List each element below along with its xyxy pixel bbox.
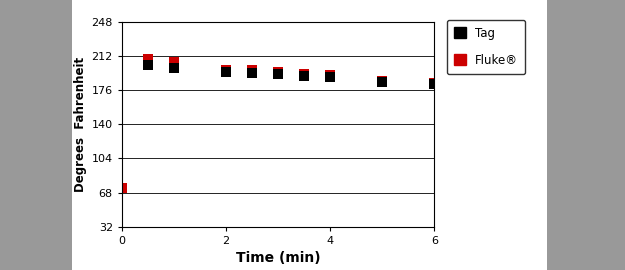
Fluke® [221, 68, 231, 72]
Fluke® [143, 56, 153, 61]
Fluke® [169, 60, 179, 65]
Tag [429, 82, 439, 86]
Fluke® [378, 79, 388, 84]
Tag [221, 70, 231, 74]
Fluke® [273, 70, 283, 74]
Tag [247, 71, 257, 75]
Fluke® [429, 81, 439, 86]
Tag [378, 80, 388, 85]
Fluke® [299, 72, 309, 76]
X-axis label: Time (min): Time (min) [236, 251, 321, 265]
Tag [325, 75, 335, 79]
Fluke® [117, 186, 127, 190]
Tag [169, 66, 179, 70]
Legend: Tag, Fluke®: Tag, Fluke® [447, 19, 525, 74]
Fluke® [247, 68, 257, 72]
Tag [273, 72, 283, 76]
Tag [143, 63, 153, 68]
Fluke® [325, 73, 335, 77]
Y-axis label: Degrees  Fahrenheit: Degrees Fahrenheit [74, 57, 88, 192]
Tag [299, 74, 309, 78]
